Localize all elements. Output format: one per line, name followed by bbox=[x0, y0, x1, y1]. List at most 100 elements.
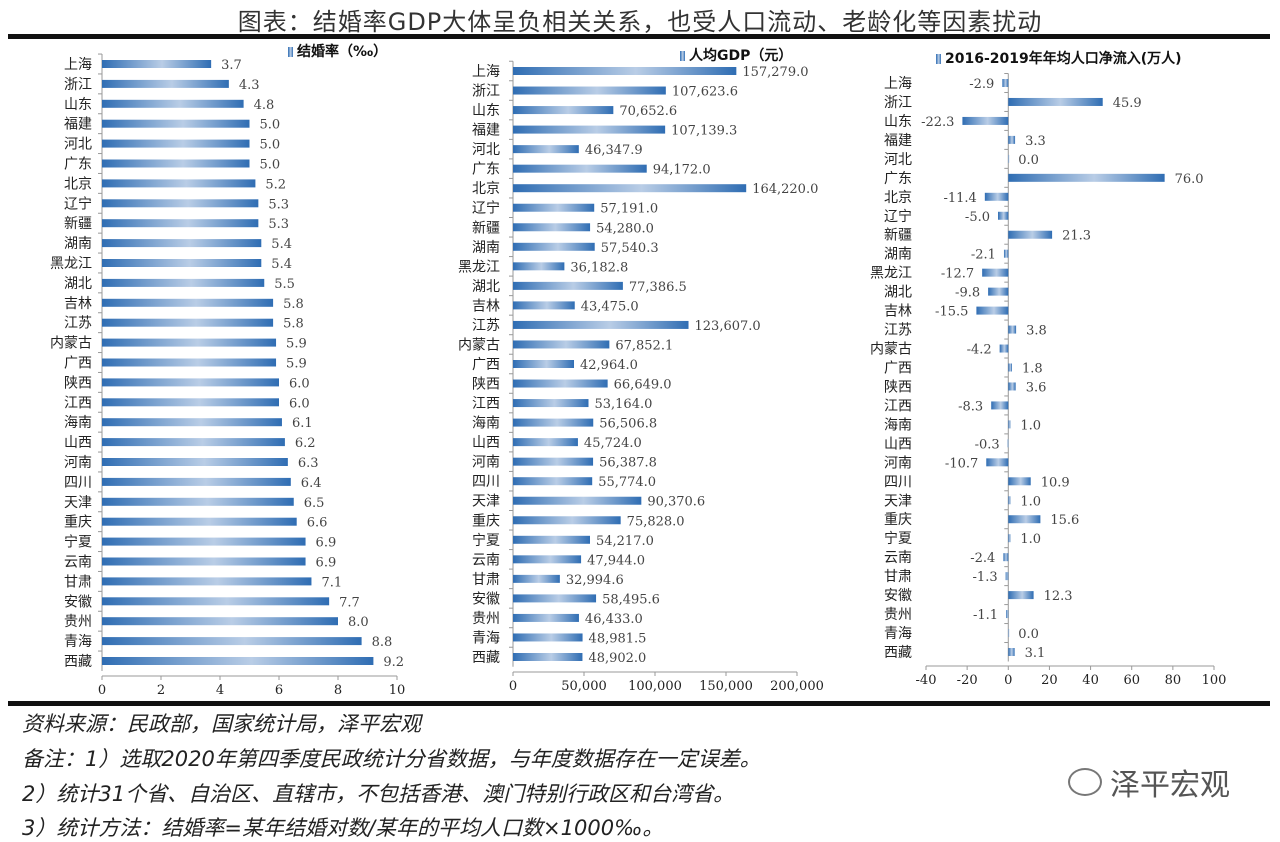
bar bbox=[1008, 420, 1011, 429]
data-label: 45,724.0 bbox=[584, 436, 642, 451]
bar bbox=[102, 477, 291, 486]
category-label: 山西 bbox=[472, 435, 500, 451]
value-tick-label: 80 bbox=[1165, 673, 1182, 688]
category-label: 黑龙江 bbox=[50, 256, 92, 272]
bar bbox=[102, 617, 338, 626]
data-label: 7.7 bbox=[339, 595, 360, 610]
value-tick-label: 2 bbox=[157, 683, 165, 698]
logo-text: 泽平宏观 bbox=[1110, 768, 1230, 803]
marriage-rate-chart: 结婚率（‰） 上海 3.7 浙江 4.3 山东 4.8 福建 5.0 河北 5.0 广东 5.0 北京 5.… bbox=[50, 43, 405, 698]
bar bbox=[513, 653, 583, 661]
data-label: 1.0 bbox=[1020, 418, 1041, 433]
category-label: 吉林 bbox=[884, 304, 912, 320]
bar bbox=[513, 574, 560, 583]
category-label: 宁夏 bbox=[884, 530, 912, 547]
bar bbox=[513, 379, 608, 388]
data-label: 46,347.9 bbox=[585, 143, 643, 158]
category-label: 上海 bbox=[884, 76, 912, 92]
bar bbox=[1008, 135, 1016, 144]
category-label: 北京 bbox=[884, 190, 912, 206]
data-label: 3.6 bbox=[1026, 380, 1047, 395]
category-label: 新疆 bbox=[884, 228, 912, 244]
bar bbox=[102, 318, 274, 327]
bar bbox=[1008, 629, 1010, 638]
data-label: 5.5 bbox=[274, 277, 295, 292]
bar bbox=[513, 67, 737, 75]
bar bbox=[513, 320, 689, 329]
category-label: 河南 bbox=[64, 455, 92, 471]
data-label: 1.0 bbox=[1020, 494, 1041, 509]
value-tick-label: 0 bbox=[98, 683, 106, 698]
bar bbox=[513, 535, 590, 544]
bar bbox=[1008, 173, 1165, 182]
category-label: 广东 bbox=[64, 157, 92, 173]
category-label: 上海 bbox=[64, 57, 92, 73]
category-label: 西藏 bbox=[884, 645, 912, 661]
bar bbox=[513, 242, 595, 251]
bar bbox=[102, 497, 294, 506]
category-label: 海南 bbox=[884, 417, 912, 433]
data-label: 5.4 bbox=[271, 257, 292, 272]
value-tick-label: -20 bbox=[957, 673, 978, 688]
category-label: 天津 bbox=[884, 493, 912, 509]
category-label: 河南 bbox=[884, 455, 912, 471]
value-tick-label: 6 bbox=[275, 683, 283, 698]
data-label: 75,828.0 bbox=[627, 514, 685, 529]
data-label: 67,852.1 bbox=[615, 338, 673, 353]
bar bbox=[513, 125, 666, 134]
data-label: 7.1 bbox=[321, 575, 342, 590]
category-label: 北京 bbox=[64, 176, 92, 192]
category-label: 黑龙江 bbox=[458, 259, 500, 275]
category-label: 江西 bbox=[472, 396, 500, 412]
value-tick-label: 150,000 bbox=[699, 679, 753, 694]
bar bbox=[102, 597, 330, 606]
data-label: 12.3 bbox=[1044, 589, 1073, 604]
bar bbox=[102, 537, 306, 546]
category-label: 云南 bbox=[472, 552, 500, 568]
data-label: 43,475.0 bbox=[581, 299, 639, 314]
category-label: 四川 bbox=[472, 474, 500, 490]
category-label: 福建 bbox=[64, 117, 92, 133]
data-label: -4.2 bbox=[967, 343, 992, 358]
data-label: 5.8 bbox=[283, 297, 304, 312]
value-tick-label: 10 bbox=[389, 683, 406, 698]
bar bbox=[102, 79, 229, 88]
data-label: 3.3 bbox=[1025, 134, 1046, 149]
data-label: 56,387.8 bbox=[599, 456, 657, 471]
category-label: 河南 bbox=[472, 455, 500, 471]
category-label: 陕西 bbox=[64, 375, 92, 391]
data-label: 1.8 bbox=[1022, 362, 1043, 377]
bar bbox=[986, 458, 1009, 467]
category-label: 安徽 bbox=[64, 594, 92, 610]
data-label: -15.5 bbox=[935, 305, 968, 320]
data-label: 5.9 bbox=[286, 357, 307, 372]
bar bbox=[102, 378, 279, 387]
category-label: 天津 bbox=[472, 494, 500, 510]
bar bbox=[1003, 249, 1009, 258]
source-note: 资料来源：民政部，国家统计局，泽平宏观 bbox=[22, 712, 421, 736]
data-label: 10.9 bbox=[1041, 475, 1070, 490]
category-label: 河北 bbox=[64, 137, 92, 153]
logo: 泽平宏观 bbox=[1068, 760, 1230, 804]
value-tick-label: 50,000 bbox=[561, 679, 607, 694]
category-label: 云南 bbox=[884, 550, 912, 566]
data-label: 8.0 bbox=[348, 615, 369, 630]
bar bbox=[102, 438, 285, 447]
category-label: 北京 bbox=[472, 181, 500, 197]
category-label: 广西 bbox=[884, 361, 912, 377]
bar bbox=[102, 637, 362, 646]
data-label: -2.1 bbox=[971, 248, 996, 263]
legend-swatch bbox=[936, 54, 941, 64]
data-label: 47,944.0 bbox=[587, 553, 645, 568]
bar bbox=[102, 119, 250, 128]
category-label: 山东 bbox=[472, 103, 500, 119]
bar bbox=[102, 458, 288, 466]
category-label: 重庆 bbox=[884, 512, 912, 528]
bar bbox=[102, 139, 250, 148]
bar bbox=[962, 116, 1009, 125]
data-label: 56,506.8 bbox=[599, 417, 657, 432]
data-label: 76.0 bbox=[1175, 172, 1204, 187]
bar bbox=[976, 306, 1009, 315]
bar bbox=[513, 555, 582, 564]
category-label: 甘肃 bbox=[64, 574, 92, 590]
